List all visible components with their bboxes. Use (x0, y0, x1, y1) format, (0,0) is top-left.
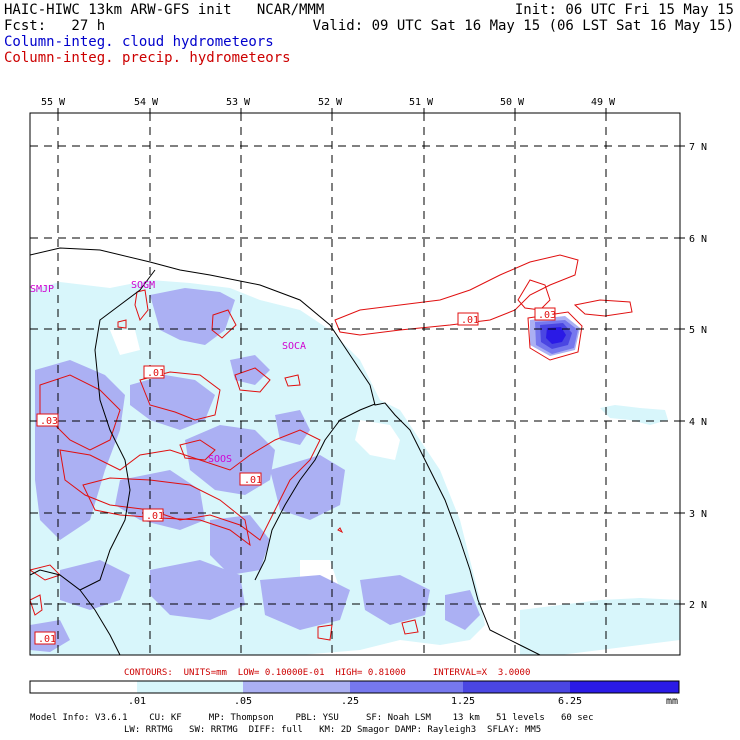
scale-tick-label: .05 (234, 696, 252, 707)
lat-label-4n: 4 N (689, 417, 707, 428)
contour-label: .01 (146, 511, 164, 522)
init-time: Init: 06 UTC Fri 15 May 15 (514, 2, 734, 18)
lat-label-7n: 7 N (689, 142, 707, 153)
scale-tick-label: .25 (341, 696, 359, 707)
station-soos: SOOS (208, 454, 232, 465)
color-scale-bar (29, 680, 680, 694)
tick-marks (57, 108, 685, 605)
lat-lon-grid (30, 113, 680, 655)
run-title: HAIC-HIWC 13km ARW-GFS init NCAR/MMM (4, 2, 325, 18)
scale-tick-label: .01 (128, 696, 146, 707)
valid-time: Valid: 09 UTC Sat 16 May 15 (06 LST Sat … (312, 18, 734, 34)
station-smjp: SMJP (30, 284, 54, 295)
lon-label-49w: 49 W (591, 97, 616, 108)
lon-label-52w: 52 W (318, 97, 343, 108)
lon-label-51w: 51 W (409, 97, 434, 108)
cloud-field-title: Column-integ. cloud hydrometeors (4, 34, 274, 50)
lat-label-2n: 2 N (689, 600, 707, 611)
precip-field-title: Column-integ. precip. hydrometeors (4, 50, 291, 66)
forecast-hour: Fcst: 27 h (4, 18, 106, 34)
scale-tick-label: 6.25 (558, 696, 582, 707)
contour-label: .01 (461, 315, 479, 326)
station-soca: SOCA (282, 341, 306, 352)
map-frame (29, 112, 681, 656)
lon-label-54w: 54 W (134, 97, 159, 108)
scale-tick-label: 1.25 (451, 696, 475, 707)
model-info-line1: Model Info: V3.6.1 CU: KF MP: Thompson P… (30, 713, 594, 723)
contour-label: .01 (244, 475, 262, 486)
lat-label-5n: 5 N (689, 325, 707, 336)
lon-label-53w: 53 W (226, 97, 251, 108)
contour-label: .01 (38, 634, 56, 645)
contour-label: .01 (147, 368, 165, 379)
coastline-borders (30, 247, 541, 655)
lon-label-55w: 55 W (41, 97, 66, 108)
contour-info: CONTOURS: UNITS=mm LOW= 0.10000E-01 HIGH… (124, 668, 531, 678)
station-sogm: SOGM (131, 280, 155, 291)
lat-label-3n: 3 N (689, 509, 707, 520)
lon-label-50w: 50 W (500, 97, 525, 108)
contour-label: .03 (538, 310, 556, 321)
contour-label: .03 (40, 416, 58, 427)
scale-units: mm (666, 696, 678, 707)
lat-label-6n: 6 N (689, 234, 707, 245)
precip-contours (30, 254, 633, 641)
model-info-line2: LW: RRTMG SW: RRTMG DIFF: full KM: 2D Sm… (124, 725, 542, 735)
